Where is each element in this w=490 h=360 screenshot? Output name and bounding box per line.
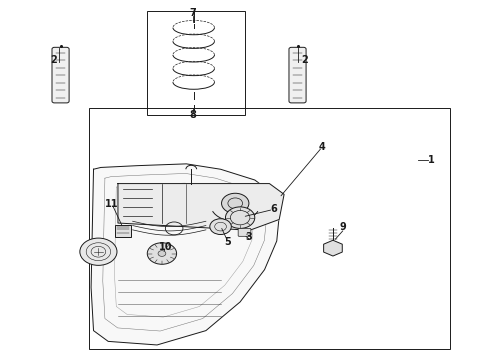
Text: 7: 7 — [189, 8, 196, 18]
Circle shape — [158, 251, 166, 256]
Polygon shape — [118, 184, 284, 230]
Circle shape — [210, 219, 231, 234]
Text: 2: 2 — [50, 55, 57, 65]
Text: 2: 2 — [301, 55, 308, 65]
Circle shape — [147, 243, 176, 264]
Text: 6: 6 — [270, 204, 277, 215]
Circle shape — [80, 238, 117, 265]
Bar — [89, 108, 450, 348]
Text: 5: 5 — [224, 237, 231, 247]
Text: 11: 11 — [105, 199, 119, 210]
Text: 1: 1 — [428, 155, 435, 165]
Bar — [147, 12, 245, 116]
Text: 9: 9 — [340, 222, 346, 232]
Text: 4: 4 — [319, 142, 325, 152]
Polygon shape — [91, 164, 279, 345]
Text: 3: 3 — [245, 232, 252, 242]
FancyBboxPatch shape — [238, 228, 251, 236]
Circle shape — [221, 193, 249, 213]
FancyBboxPatch shape — [52, 47, 69, 103]
Text: 8: 8 — [189, 111, 196, 121]
FancyBboxPatch shape — [115, 225, 131, 237]
FancyBboxPatch shape — [289, 47, 306, 103]
Text: 10: 10 — [159, 242, 172, 252]
Circle shape — [225, 207, 255, 228]
